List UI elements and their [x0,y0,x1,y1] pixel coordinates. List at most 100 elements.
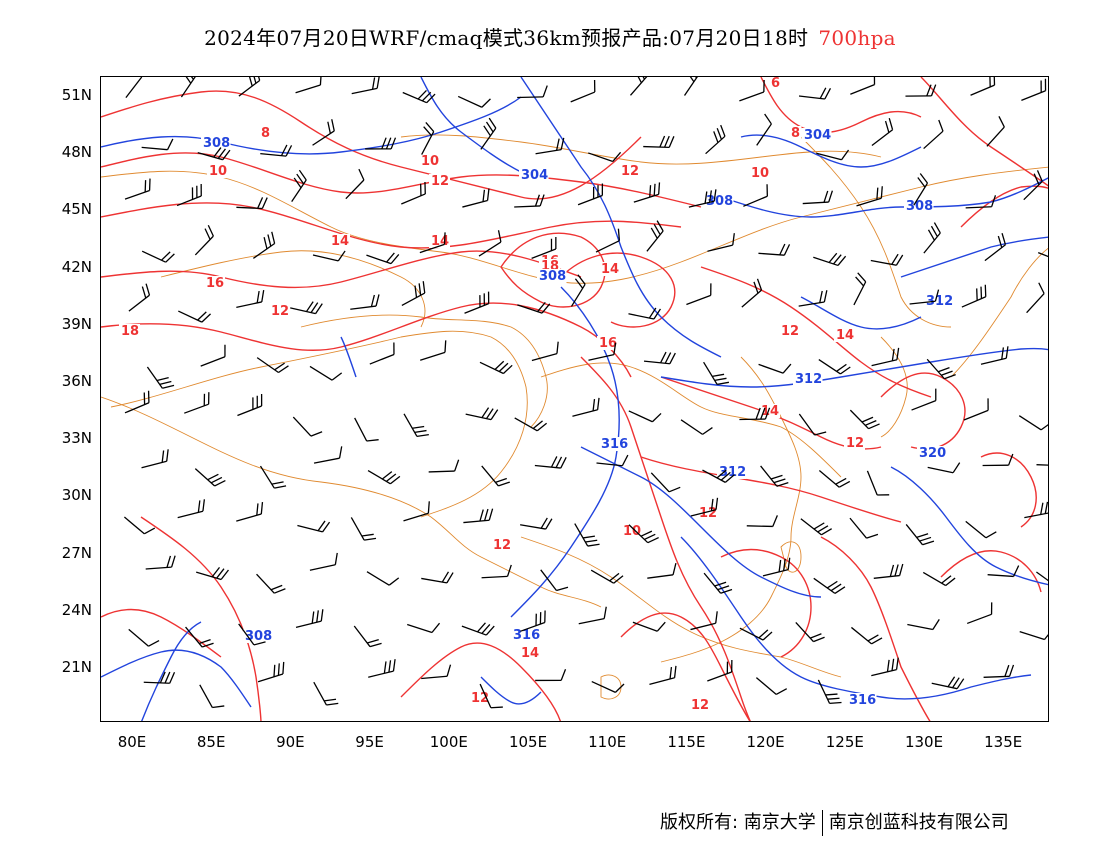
height-label-bg [519,168,549,182]
wind-barb-icon [802,190,834,205]
wind-barb-icon [703,361,730,386]
latitude-label: 48N [61,143,92,162]
wind-barb-icon [462,188,490,208]
wind-barb-icon [1021,78,1047,101]
wind-barb-icon [368,659,396,678]
wind-barb-icon [531,341,559,362]
wind-barb-icon [813,577,846,594]
wind-barb-icon [909,289,940,305]
latitude-label: 33N [61,429,92,448]
temperature-label-bg [491,538,512,552]
wind-barb-icon [428,459,460,473]
temperature-label-bg [834,328,855,342]
wind-barb-icon [643,135,675,149]
wind-barb-icon [535,137,565,155]
wind-barb-icon [194,468,226,487]
height-label-bg [904,199,934,213]
wind-barb-icon [128,628,160,647]
wind-barb-icon [141,138,174,151]
wind-barb-icon [1023,170,1043,201]
wind-barb-icon [871,347,900,367]
wind-barb-icon [632,621,666,632]
hainan-taiwan [600,541,802,700]
wind-barb-icon [178,310,211,323]
wind-barb-icon [923,222,941,254]
latitude-label: 21N [61,658,92,676]
wind-barb-icon [913,173,929,206]
wind-barb-icon [259,465,287,489]
height-label-bg [847,693,877,707]
wind-barb-icon [143,671,176,684]
wind-barb-icon [588,151,622,163]
wind-barb-icon [798,87,832,100]
wind-barb-icon [703,572,733,594]
height-label-bg [917,446,947,460]
wind-barb-icon [646,220,664,252]
wind-barb-icon [185,626,214,648]
wind-barb-icon [520,517,553,530]
longitude-label: 135E [984,733,1023,751]
wind-barb-icon [816,149,850,161]
wind-barb-icon [517,301,551,314]
wind-barb-icon [983,664,1015,678]
wind-barb-icon [351,77,380,95]
wind-barb-icon [871,118,894,147]
wind-barb-icon [236,289,265,308]
longitude-label: 85E [196,733,226,751]
wind-barb-icon [146,366,175,389]
title-main: 2024年07月20日WRF/cmaq模式36km预报产品:07月20日18时 [204,26,809,50]
wind-barb-icon [200,344,226,367]
latitude-label: 39N [61,314,92,333]
wind-barb-icon [850,77,876,95]
wind-barb-icon [628,410,662,423]
wind-barb-icon [353,625,382,648]
height-contour-label: 316 [601,437,628,452]
wind-barb-icon [479,683,503,709]
temperature-contour-label: 10 [751,166,769,181]
longitude-label: 100E [429,733,468,751]
wind-barb-icon [927,462,961,474]
wind-barb-icon [237,394,263,417]
temperature-contour-label: 12 [271,304,289,319]
wind-barb-icon [647,562,677,579]
wind-barb-icon [690,497,719,517]
wind-barb-icon [570,80,596,103]
wind-barb-icon [421,571,454,584]
wind-barb-icon [403,413,429,438]
wind-barb-icon [907,619,940,631]
temperature-contour-label: 12 [699,506,717,521]
wind-barb-icon [813,252,847,267]
wind-barb-icon [1036,464,1048,466]
wind-barb-icon [290,301,323,315]
wind-barb-icon [850,626,883,645]
wind-barb-icon [702,469,735,483]
footer-separator [821,810,823,836]
height-contour-label: 308 [906,199,933,214]
wind-barb-icon [926,358,956,380]
wind-barb-icon [514,417,548,432]
wind-barb-icon [295,77,322,94]
wind-barb-icon [690,611,718,631]
wind-barb-icon [297,520,331,533]
temperature-label-bg [119,324,140,338]
wind-barb-icon [1018,415,1048,431]
temperature-label-bg [269,304,290,318]
wind-barb-icon [128,283,151,312]
temperature-label-bg [789,126,802,140]
wind-barb-icon [291,169,307,202]
wind-barb-icon [461,622,495,636]
longitude-label: 105E [508,733,548,751]
wind-barb-icon [124,390,150,414]
wind-barb-icon [420,340,447,361]
height-label-bg [802,128,832,142]
wind-barb-icon [746,515,778,528]
wind-barb-icon [970,77,996,96]
wind-barb-icon [194,224,214,256]
wind-barb-icon [481,465,510,487]
central-boundaries [540,362,842,478]
wind-barb-icon [686,283,712,306]
wind-barb-icon [965,520,997,539]
wind-barb-icon [643,351,676,365]
wind-barb-icon [707,659,733,682]
wind-barb-icon [309,552,338,571]
